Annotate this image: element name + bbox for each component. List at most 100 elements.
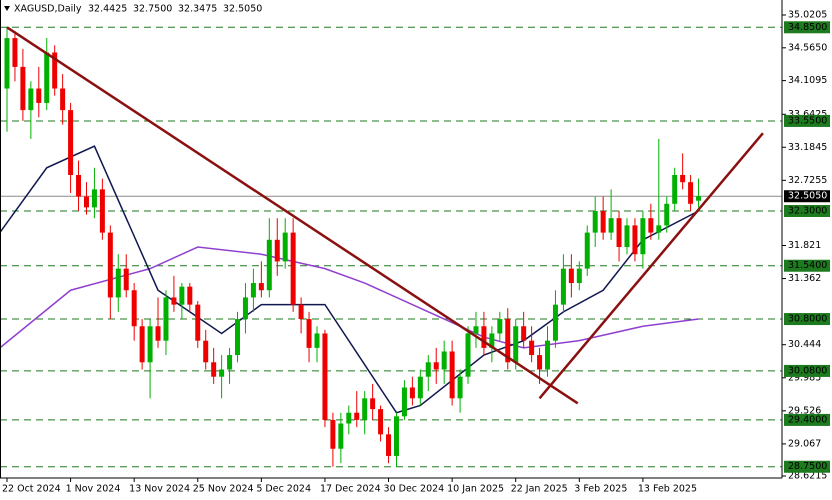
trendline bbox=[6, 26, 579, 405]
y-tick-label: 33.1845 bbox=[788, 142, 827, 153]
candle-body bbox=[211, 362, 217, 377]
candle-body bbox=[592, 210, 598, 233]
level-label: 28.7500 bbox=[788, 461, 827, 472]
candle-body bbox=[338, 423, 344, 449]
candle-body bbox=[584, 232, 590, 269]
candle-body bbox=[28, 88, 34, 111]
ohlc-label: 32.7500 bbox=[133, 4, 172, 15]
level-label: 30.0800 bbox=[788, 365, 827, 376]
candle-body bbox=[624, 225, 630, 248]
last-price-label: 32.5050 bbox=[788, 191, 827, 202]
y-tick-label: 35.0205 bbox=[788, 9, 827, 20]
menu-triangle bbox=[4, 6, 10, 11]
candle-body bbox=[219, 369, 225, 377]
candle-body bbox=[68, 110, 74, 175]
candle-body bbox=[242, 297, 248, 320]
candle-body bbox=[608, 218, 614, 233]
candle-body bbox=[529, 340, 535, 356]
candle-body bbox=[107, 232, 113, 298]
candle-body bbox=[568, 268, 574, 284]
x-tick-label: 13 Nov 2024 bbox=[129, 484, 190, 495]
candle-body bbox=[457, 376, 463, 399]
candle-body bbox=[433, 362, 439, 370]
y-tick-label: 34.1095 bbox=[788, 75, 827, 86]
level-label: 29.4000 bbox=[788, 414, 827, 425]
candle-body bbox=[155, 326, 161, 341]
candle-body bbox=[449, 351, 455, 399]
trendline bbox=[538, 132, 764, 400]
level-label: 33.5500 bbox=[788, 115, 827, 126]
candle-body bbox=[76, 174, 82, 197]
ohlc-label: 32.4425 bbox=[88, 4, 127, 15]
candle-body bbox=[696, 196, 702, 201]
candle-body bbox=[401, 387, 407, 417]
x-tick-label: 17 Dec 2024 bbox=[320, 484, 381, 495]
candle-body bbox=[250, 283, 256, 298]
y-tick-label: 34.5650 bbox=[788, 42, 827, 53]
level-label-box bbox=[784, 21, 830, 34]
candle-body bbox=[163, 297, 169, 341]
candle-body bbox=[409, 387, 415, 399]
candle-body bbox=[258, 283, 264, 291]
candle-body bbox=[4, 38, 10, 89]
y-tick-label: 29.526 bbox=[788, 405, 821, 416]
candle-body bbox=[600, 210, 606, 233]
candle-body bbox=[632, 225, 638, 255]
level-label-box bbox=[784, 413, 830, 426]
candle-body bbox=[91, 189, 97, 208]
candle-body bbox=[195, 304, 201, 341]
candle-body bbox=[370, 398, 376, 410]
candle-body bbox=[473, 326, 479, 334]
candle-body bbox=[60, 88, 66, 111]
candle-body bbox=[481, 326, 487, 348]
y-tick-label: 29.067 bbox=[788, 438, 821, 449]
candle-body bbox=[648, 218, 654, 233]
candle-body bbox=[656, 225, 662, 233]
candle-body bbox=[274, 239, 280, 262]
level-label-box bbox=[784, 114, 830, 127]
candle-body bbox=[12, 38, 18, 67]
level-label-box bbox=[784, 313, 830, 326]
candle-body bbox=[179, 286, 185, 305]
candle-body bbox=[680, 174, 686, 183]
candle-body bbox=[139, 326, 145, 363]
candle-body bbox=[44, 52, 50, 103]
candle-body bbox=[441, 351, 447, 370]
level-label-box bbox=[784, 204, 830, 217]
y-tick-label: 30.444 bbox=[788, 339, 821, 350]
y-tick-label: 31.821 bbox=[788, 240, 821, 251]
candle-body bbox=[306, 319, 312, 348]
ohlc-label: 32.5050 bbox=[223, 4, 262, 15]
x-tick-label: 10 Jan 2025 bbox=[447, 484, 504, 495]
candle-body bbox=[545, 340, 551, 370]
candle-body bbox=[378, 409, 384, 435]
x-tick-label: 1 Nov 2024 bbox=[66, 484, 121, 495]
candle-body bbox=[282, 232, 288, 262]
y-tick-label: 29.985 bbox=[788, 372, 821, 383]
candle-body bbox=[386, 434, 392, 456]
x-tick-label: 25 Nov 2024 bbox=[193, 484, 254, 495]
x-tick-label: 3 Feb 2025 bbox=[574, 484, 627, 495]
candle-body bbox=[83, 196, 89, 208]
candle-body bbox=[465, 333, 471, 377]
candle-body bbox=[314, 333, 320, 348]
y-tick-label: 28.6215 bbox=[788, 471, 827, 482]
candle-body bbox=[115, 268, 121, 298]
candle-body bbox=[99, 189, 105, 233]
candle-body bbox=[688, 182, 694, 204]
candle-body bbox=[203, 340, 209, 363]
x-tick-label: 30 Dec 2024 bbox=[384, 484, 445, 495]
candle-body bbox=[552, 304, 558, 341]
candle-body bbox=[322, 333, 328, 420]
candle-body bbox=[513, 326, 519, 363]
candle-body bbox=[290, 232, 296, 305]
candle-body bbox=[576, 268, 582, 284]
plot-area bbox=[0, 26, 782, 468]
level-label: 32.3000 bbox=[788, 205, 827, 216]
candle-body bbox=[235, 319, 241, 356]
candle-body bbox=[640, 218, 646, 255]
moving-average-slow bbox=[0, 246, 699, 349]
candle-body bbox=[20, 66, 26, 111]
